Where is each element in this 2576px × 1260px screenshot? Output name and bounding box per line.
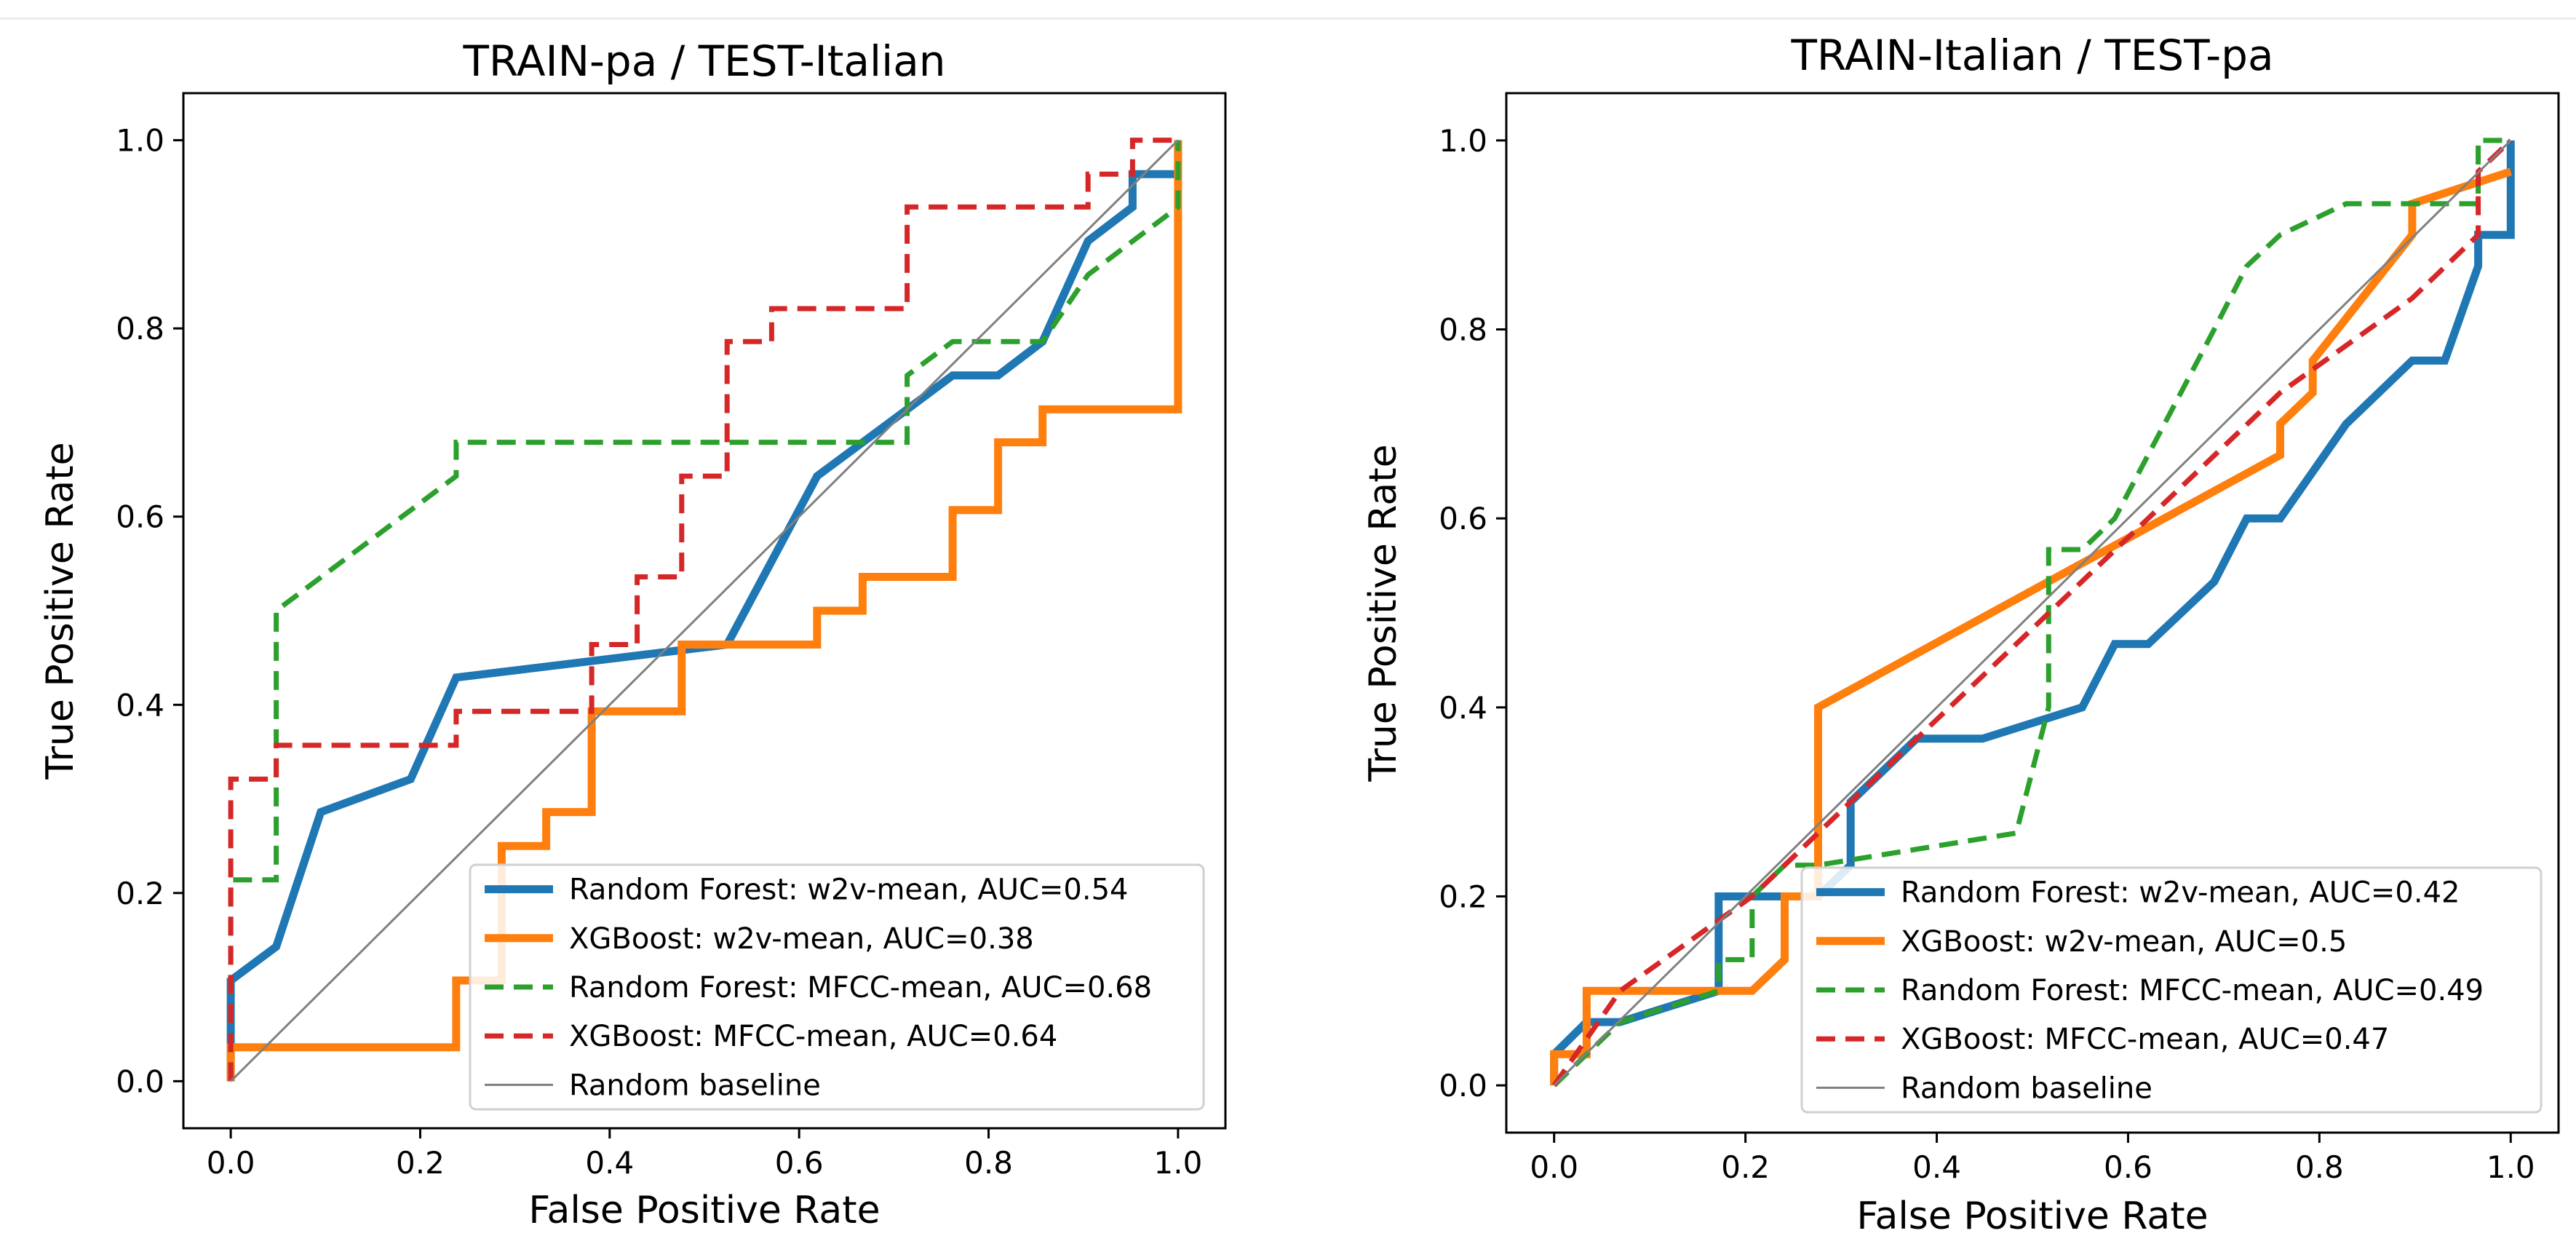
legend-box <box>1800 866 2543 1114</box>
x-tick-label: 0.4 <box>585 1145 634 1181</box>
x-tick-label: 0.2 <box>396 1145 445 1181</box>
y-tick-label: 0.6 <box>116 499 164 535</box>
legend-box <box>469 863 1205 1111</box>
legend: Random Forest: w2v-mean, AUC=0.54 XGBoost… <box>469 863 1205 1111</box>
y-tick-label: 0.6 <box>1439 501 1487 536</box>
series-line-2 <box>228 140 1181 1082</box>
top-divider <box>0 17 2576 20</box>
y-axis-label: True Positive Rate <box>39 442 82 780</box>
x-tick-label: 0.0 <box>207 1145 255 1181</box>
x-axis-label: False Positive Rate <box>528 1189 880 1232</box>
y-tick-label: 0.4 <box>1439 690 1487 726</box>
x-tick-label: 0.6 <box>2104 1149 2152 1185</box>
legend: Random Forest: w2v-mean, AUC=0.42 XGBoost… <box>1800 866 2543 1114</box>
legend-entry: Random baseline <box>1901 1071 2152 1105</box>
x-tick-label: 0.8 <box>2295 1149 2344 1185</box>
x-tick-label: 0.4 <box>1912 1149 1961 1185</box>
plot-frame <box>1505 92 2560 1134</box>
chart-right: TRAIN-Italian / TEST-pa 0.0 0.2 0.4 0.6 0.8 1.… <box>1361 31 2560 1238</box>
series-line-3 <box>228 138 1178 1082</box>
y-tick-label: 0.0 <box>1439 1068 1487 1104</box>
x-tick-label: 0.8 <box>964 1145 1013 1181</box>
chart-left: TRAIN-pa / TEST-Italian 0.0 0.2 0.4 0.6 0.8 1.… <box>39 36 1227 1232</box>
y-tick-label: 0.2 <box>1439 879 1487 914</box>
legend-entry: Random Forest: MFCC-mean, AUC=0.49 <box>1901 974 2484 1007</box>
y-tick-label: 0.4 <box>116 687 164 723</box>
legend-entry: Random Forest: w2v-mean, AUC=0.54 <box>569 873 1128 907</box>
legend-entry: Random Forest: w2v-mean, AUC=0.42 <box>1901 876 2460 910</box>
plot-frame <box>182 92 1227 1130</box>
x-axis-label: False Positive Rate <box>1856 1194 2208 1238</box>
y-tick-label: 1.0 <box>1439 123 1487 159</box>
x-tick-label: 1.0 <box>2486 1149 2535 1185</box>
y-tick-label: 1.0 <box>116 123 164 159</box>
legend-entry: XGBoost: w2v-mean, AUC=0.38 <box>569 922 1034 956</box>
x-tick-label: 0.0 <box>1530 1149 1578 1185</box>
y-tick-label: 0.0 <box>116 1063 164 1099</box>
y-tick-label: 0.2 <box>116 876 164 911</box>
chart-title: TRAIN-pa / TEST-Italian <box>462 36 945 86</box>
y-tick-label: 0.8 <box>1439 312 1487 348</box>
legend-entry: XGBoost: MFCC-mean, AUC=0.47 <box>1901 1023 2389 1056</box>
x-tick-label: 0.2 <box>1721 1149 1770 1185</box>
series-line-1 <box>1550 167 2513 1086</box>
x-tick-label: 1.0 <box>1154 1145 1203 1181</box>
series-line-2 <box>1552 138 2511 1087</box>
legend-entry: XGBoost: MFCC-mean, AUC=0.64 <box>569 1020 1057 1053</box>
legend-entry: Random baseline <box>569 1069 821 1102</box>
series-line-4 <box>230 139 1179 1082</box>
series-line-4 <box>1553 139 2512 1087</box>
legend-entry: Random Forest: MFCC-mean, AUC=0.68 <box>569 971 1152 1005</box>
y-tick-label: 0.8 <box>116 311 164 346</box>
legend-entry: XGBoost: w2v-mean, AUC=0.5 <box>1901 925 2347 959</box>
x-tick-label: 0.6 <box>775 1145 824 1181</box>
chart-title: TRAIN-Italian / TEST-pa <box>1790 31 2273 80</box>
y-axis-label: True Positive Rate <box>1361 444 1405 782</box>
